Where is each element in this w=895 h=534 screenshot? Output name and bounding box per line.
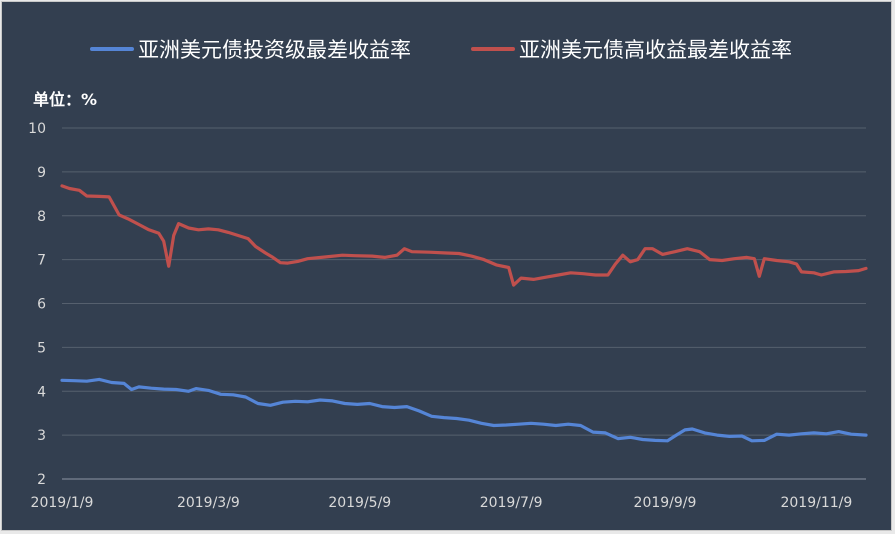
y-axis-ticks: 2 3 4 5 6 7 8 9 10 bbox=[28, 121, 46, 488]
legend: 亚洲美元债投资级最差收益率 亚洲美元债高收益最差收益率 bbox=[90, 38, 792, 62]
x-axis-ticks: 2019/1/9 2019/3/9 2019/5/9 2019/7/9 2019/9/9… bbox=[31, 495, 853, 511]
y-tick-label: 3 bbox=[37, 428, 46, 444]
y-tick-label: 7 bbox=[37, 253, 46, 269]
y-tick-label: 10 bbox=[28, 121, 46, 137]
x-tick-label: 2019/7/9 bbox=[480, 495, 543, 511]
gridlines bbox=[62, 127, 866, 480]
y-tick-label: 6 bbox=[37, 297, 46, 313]
y-tick-label: 8 bbox=[37, 209, 46, 225]
legend-label-high-yield: 亚洲美元债高收益最差收益率 bbox=[519, 38, 792, 62]
legend-label-investment-grade: 亚洲美元债投资级最差收益率 bbox=[138, 38, 411, 62]
y-tick-label: 5 bbox=[37, 340, 46, 356]
series-line-high-yield bbox=[60, 184, 868, 287]
y-tick-label: 9 bbox=[37, 165, 46, 181]
y-tick-label: 2 bbox=[37, 472, 46, 488]
series-line-investment-grade bbox=[60, 377, 868, 443]
x-tick-label: 2019/11/9 bbox=[780, 495, 852, 511]
x-tick-label: 2019/5/9 bbox=[328, 495, 391, 511]
x-tick-label: 2019/9/9 bbox=[634, 495, 697, 511]
unit-label: 单位：% bbox=[33, 90, 97, 109]
x-tick-label: 2019/3/9 bbox=[177, 495, 240, 511]
x-tick-label: 2019/1/9 bbox=[31, 495, 94, 511]
series-lines bbox=[60, 184, 868, 443]
y-tick-label: 4 bbox=[37, 384, 46, 400]
